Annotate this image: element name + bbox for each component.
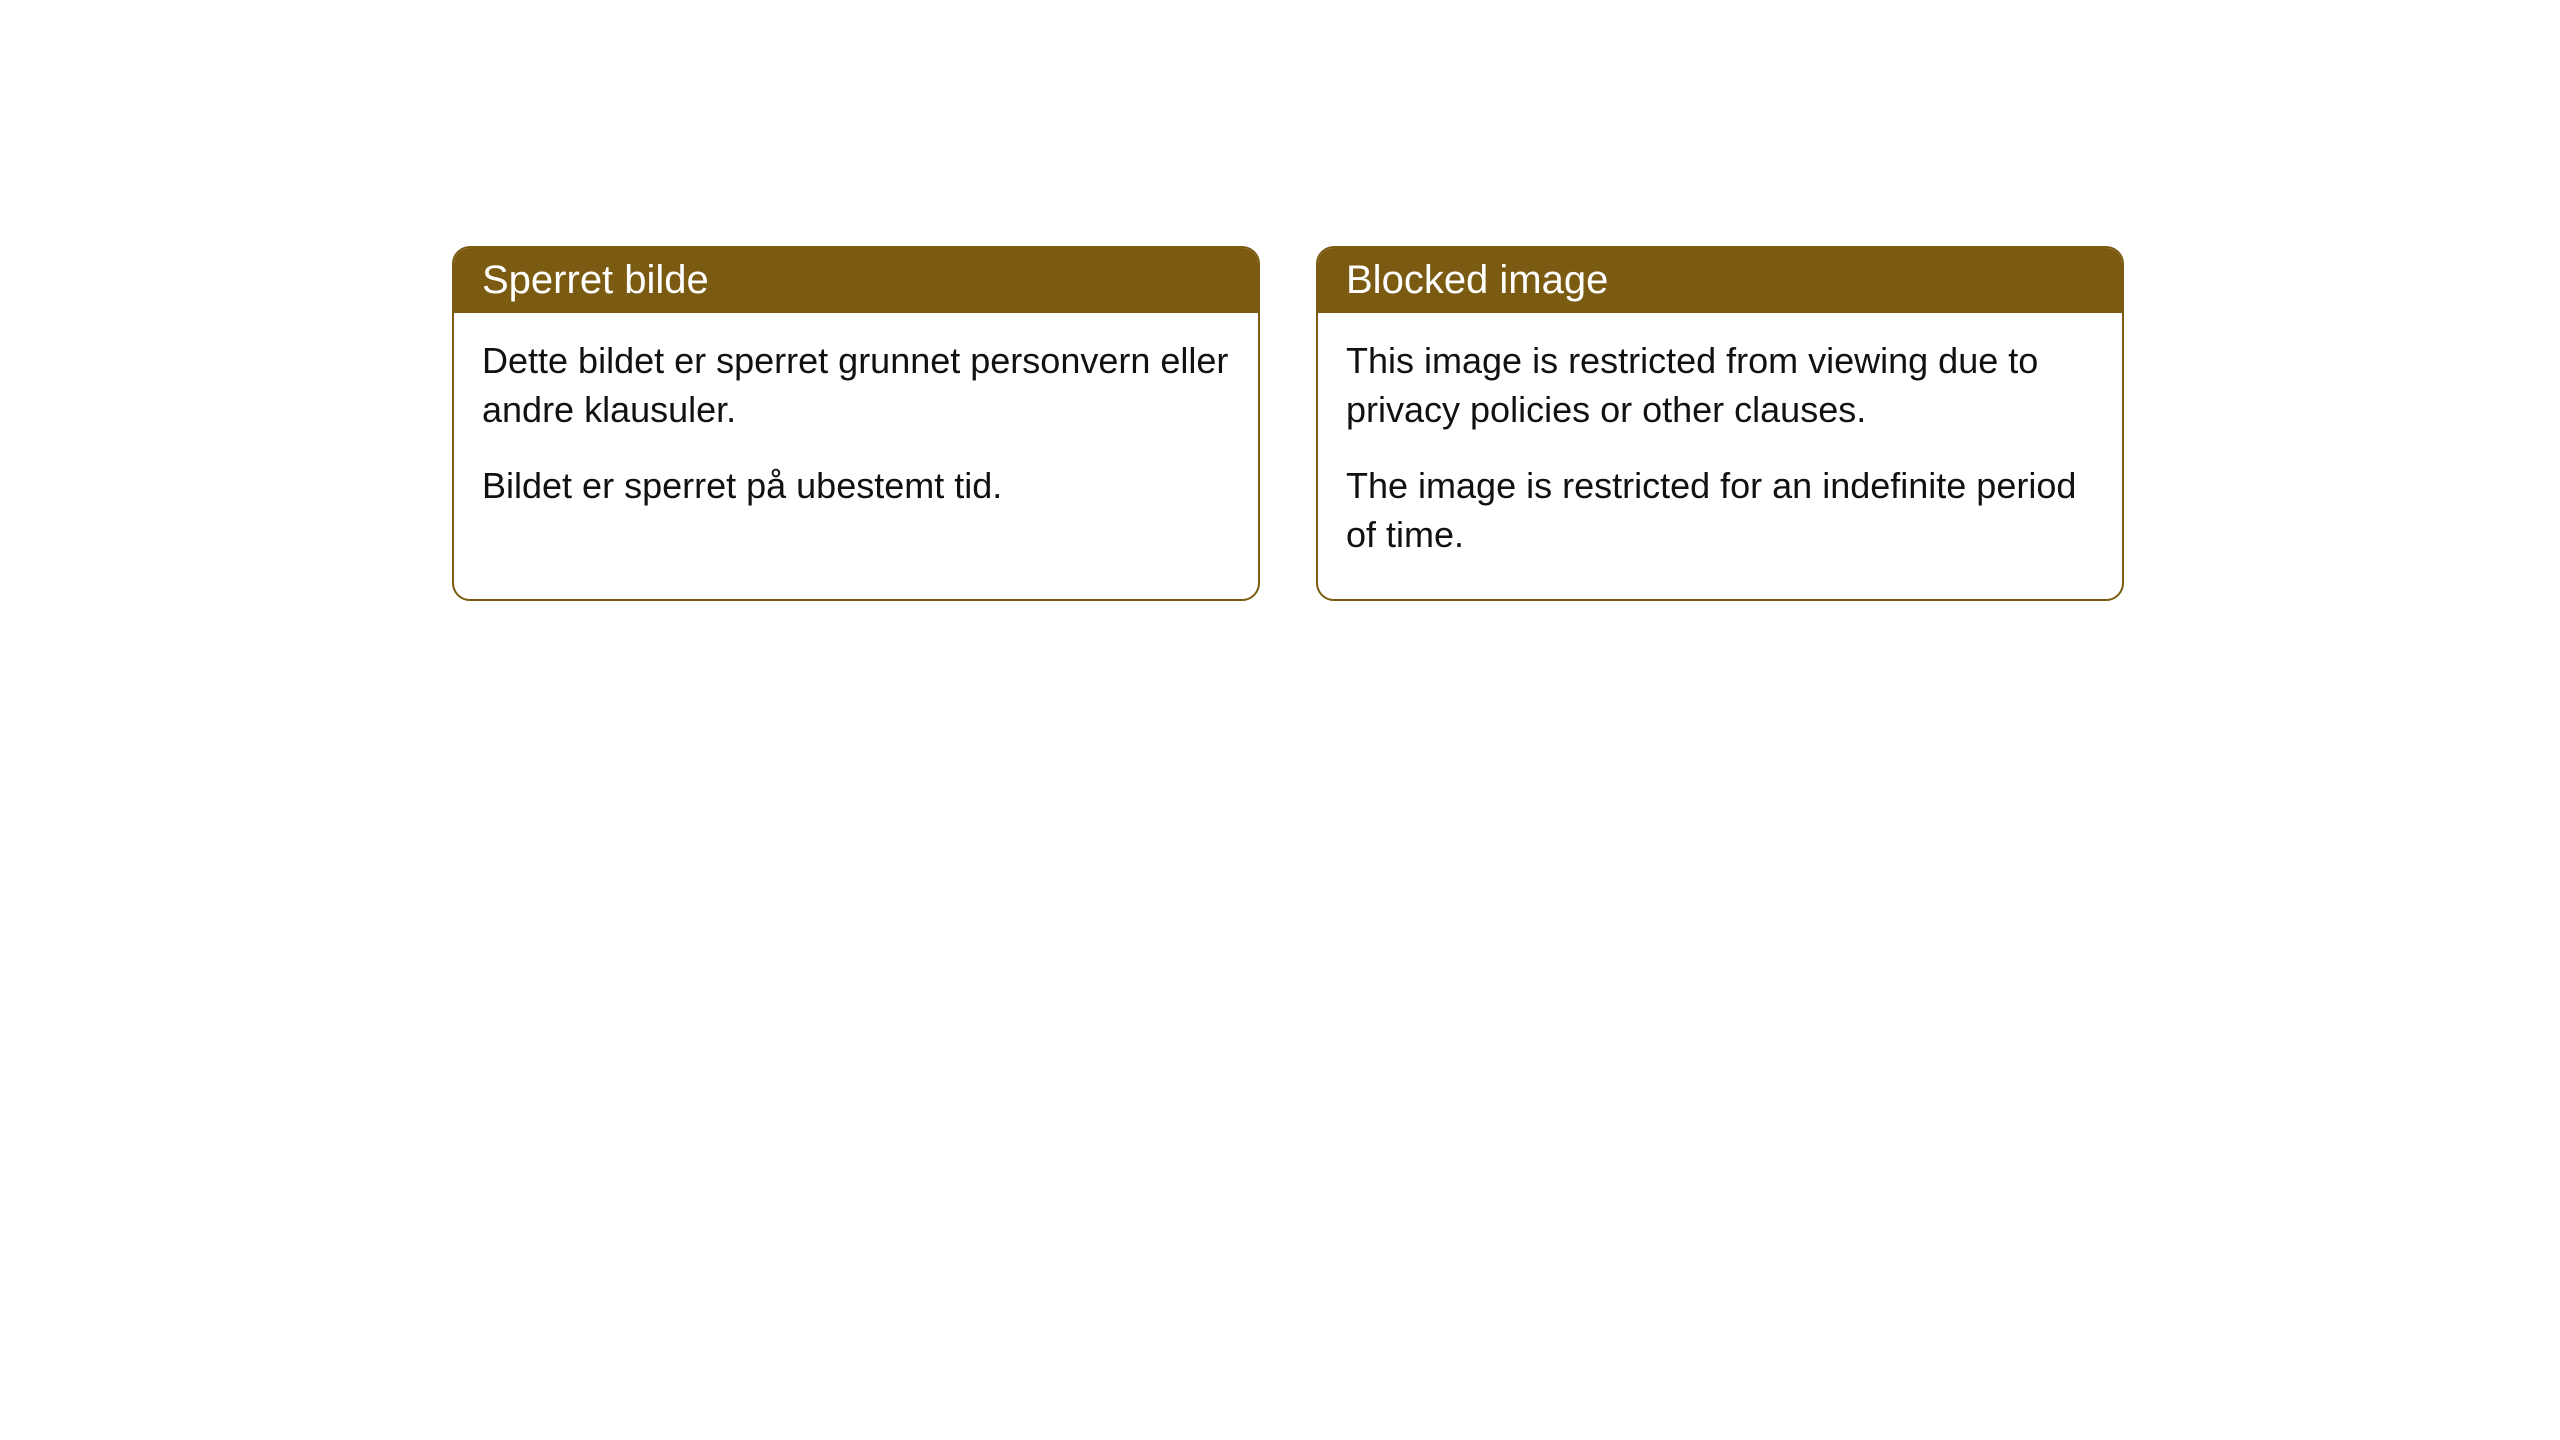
card-body: This image is restricted from viewing du… [1318, 313, 2122, 599]
card-paragraph: Dette bildet er sperret grunnet personve… [482, 337, 1230, 434]
card-paragraph: Bildet er sperret på ubestemt tid. [482, 462, 1230, 511]
card-paragraph: The image is restricted for an indefinit… [1346, 462, 2094, 559]
notice-cards-container: Sperret bilde Dette bildet er sperret gr… [452, 246, 2124, 601]
card-header: Sperret bilde [454, 248, 1258, 313]
card-body: Dette bildet er sperret grunnet personve… [454, 313, 1258, 551]
card-title: Sperret bilde [482, 258, 709, 302]
card-paragraph: This image is restricted from viewing du… [1346, 337, 2094, 434]
notice-card-norwegian: Sperret bilde Dette bildet er sperret gr… [452, 246, 1260, 601]
card-title: Blocked image [1346, 258, 1608, 302]
card-header: Blocked image [1318, 248, 2122, 313]
notice-card-english: Blocked image This image is restricted f… [1316, 246, 2124, 601]
